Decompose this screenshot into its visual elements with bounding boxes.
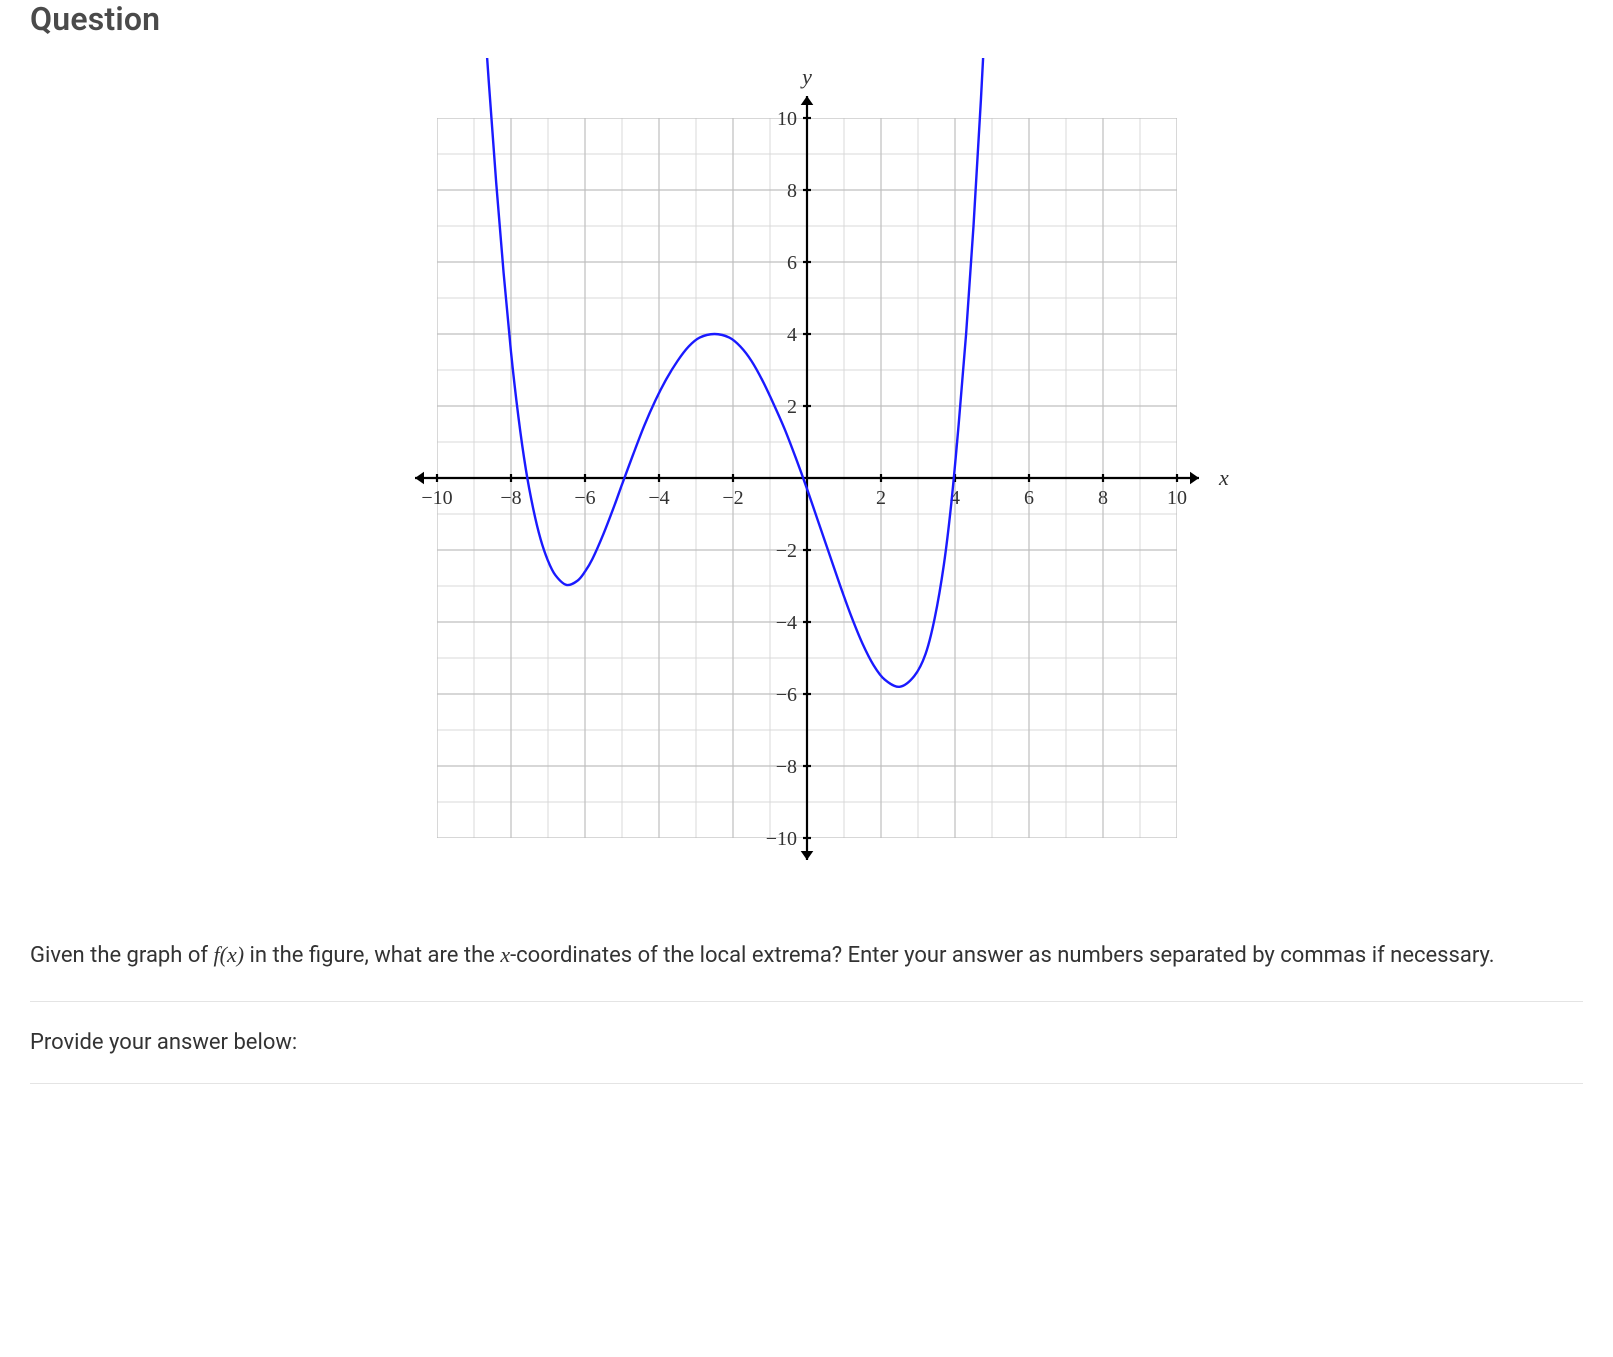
svg-text:−2: −2 (775, 540, 796, 562)
svg-text:8: 8 (1098, 487, 1108, 509)
svg-text:10: 10 (777, 108, 797, 130)
svg-text:10: 10 (1167, 487, 1187, 509)
question-heading: Question (30, 0, 1583, 38)
question-text: Given the graph of f(x) in the figure, w… (30, 938, 1583, 973)
svg-text:−4: −4 (775, 612, 796, 634)
qtext-after-xvar: -coordinates of the local extrema? Enter… (510, 943, 1494, 968)
qtext-after-fn: in the figure, what are the (244, 943, 500, 968)
svg-text:−8: −8 (500, 487, 521, 509)
graph-figure: −10−8−6−4−2246810−10−8−6−4−2246810xy (30, 58, 1583, 898)
qtext-before-fn: Given the graph of (30, 943, 214, 968)
answer-prompt: Provide your answer below: (30, 1002, 1583, 1083)
qtext-fn: f(x) (214, 942, 245, 967)
svg-text:6: 6 (1024, 487, 1034, 509)
function-graph: −10−8−6−4−2246810−10−8−6−4−2246810xy (377, 58, 1237, 898)
svg-text:−6: −6 (775, 684, 796, 706)
svg-text:−10: −10 (421, 487, 452, 509)
svg-text:−10: −10 (765, 828, 796, 850)
svg-text:2: 2 (876, 487, 886, 509)
svg-text:x: x (1218, 465, 1229, 490)
svg-text:2: 2 (787, 396, 797, 418)
divider-bottom (30, 1083, 1583, 1084)
svg-text:6: 6 (787, 252, 797, 274)
svg-text:−4: −4 (648, 487, 669, 509)
svg-text:8: 8 (787, 180, 797, 202)
svg-text:y: y (800, 64, 812, 89)
svg-text:−2: −2 (722, 487, 743, 509)
svg-text:−8: −8 (775, 756, 796, 778)
svg-text:−6: −6 (574, 487, 595, 509)
qtext-xvar: x (500, 942, 510, 967)
svg-text:4: 4 (787, 324, 797, 346)
